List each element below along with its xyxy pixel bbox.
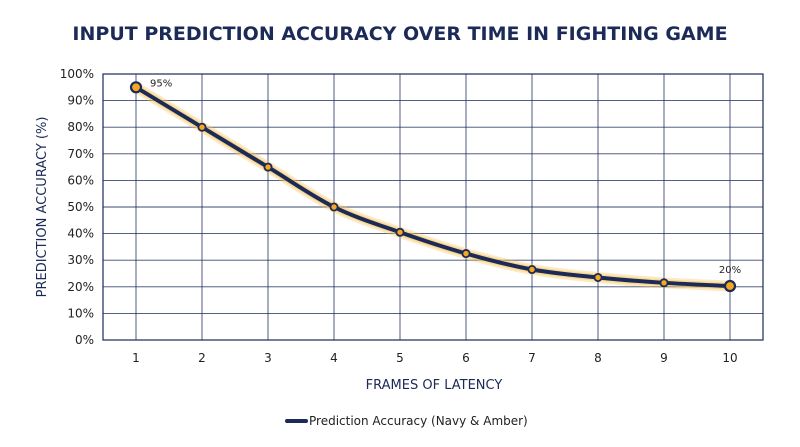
y-tick-label: 100% [60, 67, 94, 81]
series-layer [129, 81, 737, 293]
chart-grid [103, 73, 763, 341]
y-tick-label: 40% [67, 227, 94, 241]
x-tick-label: 5 [396, 351, 404, 365]
data-label: 95% [150, 78, 172, 89]
plot-frame [102, 73, 764, 341]
y-tick-label: 70% [67, 147, 94, 161]
data-point [723, 279, 737, 293]
y-tick-label: 80% [67, 120, 94, 134]
series-line [134, 85, 732, 289]
x-tick-label: 7 [528, 351, 536, 365]
data-point [263, 162, 273, 172]
y-tick-label: 50% [67, 200, 94, 214]
data-point [197, 122, 207, 132]
chart-axes [102, 73, 764, 341]
y-tick-label: 90% [67, 94, 94, 108]
x-tick-label: 8 [594, 351, 602, 365]
data-label: 20% [719, 265, 741, 276]
series-glow-inner [132, 83, 734, 290]
y-axis-ticks: 0% 10% 20% 30% 40% 50% 60% 70% 80% 90% 100% [60, 67, 94, 347]
data-point [659, 278, 669, 288]
annotation-layer: 95% 20% [150, 78, 741, 276]
data-point [461, 249, 471, 259]
chart-title: INPUT PREDICTION ACCURACY OVER TIME IN F… [72, 23, 727, 45]
x-tick-label: 3 [264, 351, 272, 365]
x-tick-label: 6 [462, 351, 470, 365]
x-tick-label: 4 [330, 351, 338, 365]
x-axis-title: FRAMES OF LATENCY [366, 378, 503, 393]
x-tick-label: 9 [660, 351, 668, 365]
x-tick-label: 10 [722, 351, 737, 365]
data-point [129, 81, 143, 94]
y-axis-title: PREDICTION ACCURACY (%) [35, 117, 50, 298]
x-tick-label: 2 [198, 351, 206, 365]
x-tick-label: 1 [132, 351, 140, 365]
y-tick-label: 0% [75, 333, 94, 347]
y-tick-label: 60% [67, 173, 94, 187]
legend: Prediction Accuracy (Navy & Amber) [285, 414, 528, 428]
legend-label: Prediction Accuracy (Navy & Amber) [309, 414, 528, 428]
data-point [329, 202, 339, 212]
data-point [593, 272, 603, 282]
x-axis-ticks: 1 2 3 4 5 6 7 8 9 10 [132, 351, 737, 365]
y-tick-label: 30% [67, 253, 94, 267]
y-tick-label: 20% [67, 280, 94, 294]
data-point [395, 227, 405, 237]
y-tick-label: 10% [67, 306, 94, 320]
data-point [527, 265, 537, 275]
series-glow [130, 81, 736, 292]
